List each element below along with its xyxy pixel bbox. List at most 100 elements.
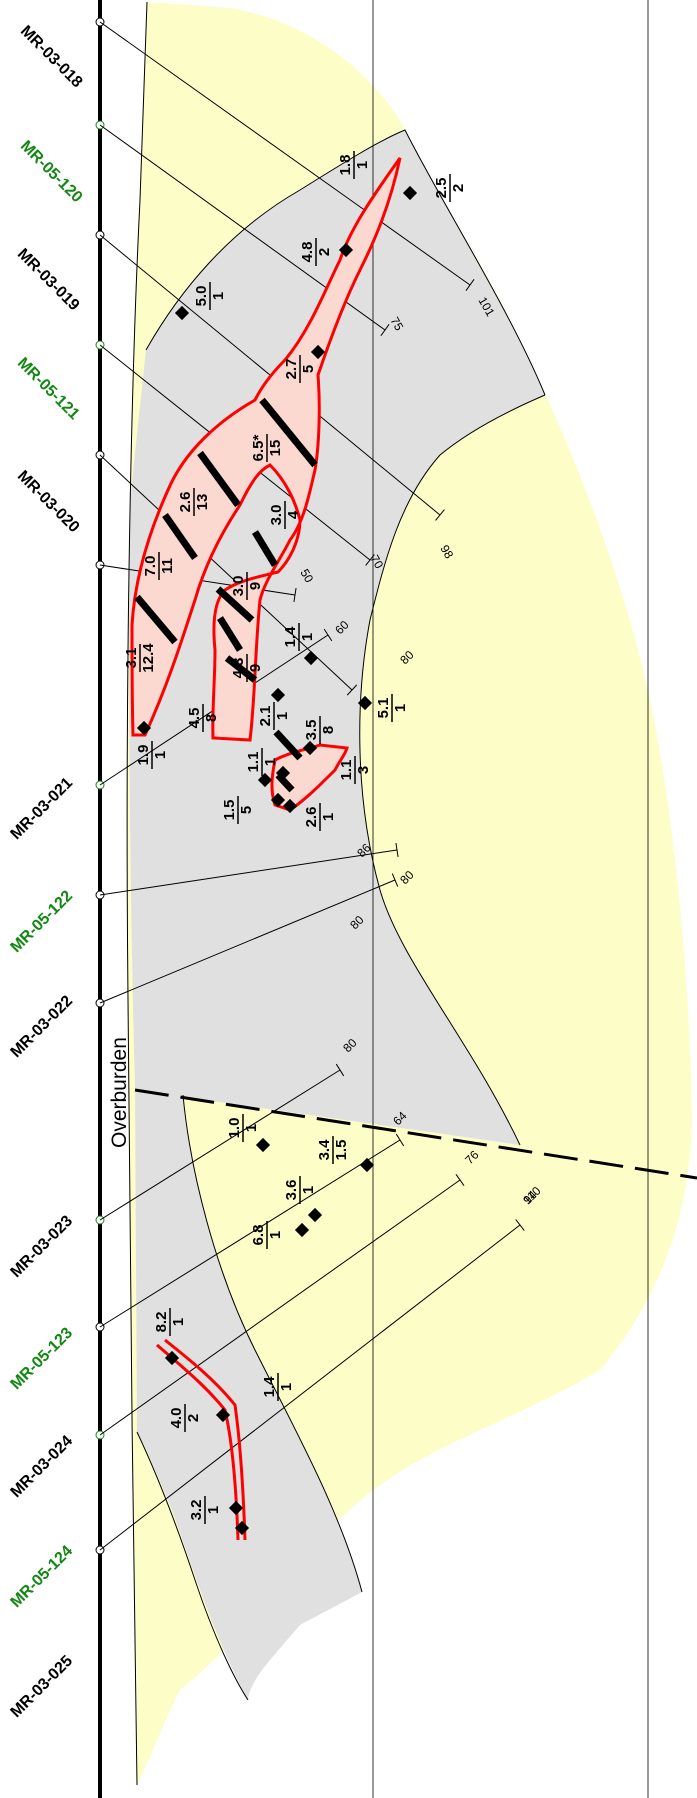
contact-line-lower-right	[136, 1431, 249, 1701]
drill-hole-trace	[99, 879, 396, 1004]
intercept-bar	[252, 530, 278, 567]
hole-end-tick	[365, 554, 375, 566]
hole-end-tick	[293, 588, 297, 602]
intercept-label: 1.5 5	[221, 796, 255, 824]
hole-end-tick	[323, 628, 333, 642]
hole-depth-label: 70	[367, 553, 386, 572]
intercept-width: 1	[243, 1124, 260, 1132]
hole-id-label: MR-03-020	[14, 468, 83, 537]
hole-id-label: MR-05-124	[8, 1542, 77, 1611]
intercept-width: 5	[300, 365, 317, 373]
intercept-bar	[259, 397, 318, 468]
drill-hole-trace	[99, 1069, 341, 1221]
intercept-grade: 2.1	[257, 706, 274, 727]
hole-end-tick	[455, 1173, 465, 1187]
intercept-grade: 3.6	[283, 1180, 300, 1201]
hole-id-label: MR-03-019	[14, 246, 83, 315]
intercept-width: 12.4	[140, 643, 157, 673]
sample-marker	[234, 1520, 250, 1536]
intercept-label: 5.0 1	[193, 282, 227, 310]
hole-end-tick	[395, 1133, 405, 1147]
intercept-label: 3.5 8	[303, 716, 337, 744]
intercept-width: 1	[274, 712, 291, 720]
intercept-grade: 3.1	[123, 648, 140, 669]
intercept-label: 6.5* 15	[250, 434, 284, 462]
intercept-bar	[134, 594, 178, 645]
hole-id-label: MR-03-025	[8, 1652, 77, 1721]
intercept-grade: 1.1	[338, 760, 355, 781]
intercept-label: 1.4 1	[282, 623, 316, 651]
intercept-label: 3.0 9	[230, 572, 264, 600]
sample-marker	[257, 772, 273, 788]
hole-end-tick	[391, 873, 399, 887]
intercept-label: 4.3 9	[230, 654, 264, 682]
intercept-label: 4.5 8	[186, 704, 220, 732]
intercept-width: 1	[267, 1231, 284, 1239]
intercept-label: 1.4 1	[261, 1373, 295, 1401]
intercept-grade: 1.9	[135, 745, 152, 766]
intercept-grade: 5.1	[375, 698, 392, 719]
intercept-label: 2.5 2	[433, 174, 467, 202]
intercept-grade: 8.2	[153, 1312, 170, 1333]
intercept-width: 1.5	[333, 1140, 350, 1161]
intercept-grade: 6.8	[250, 1225, 267, 1246]
sample-marker	[307, 1207, 323, 1223]
intercept-width: 1	[320, 813, 337, 821]
intercept-grade: 1.1	[245, 752, 262, 773]
intercept-grade: 1.5	[221, 800, 238, 821]
intercept-grade: 2.5	[433, 178, 450, 199]
intercept-width: 8	[320, 726, 337, 734]
hole-end-tick	[465, 279, 475, 291]
intercept-label: 1.0 1	[226, 1114, 260, 1142]
intercept-grade: 4.5	[186, 708, 203, 729]
intercept-width: 1	[300, 1186, 317, 1194]
intercept-bar	[197, 450, 241, 508]
intercept-label: 6.8 1	[250, 1221, 284, 1249]
intercept-label: 8.2 1	[153, 1308, 187, 1336]
intercept-grade: 4.8	[299, 242, 316, 263]
intercept-label: 2.7 5	[283, 355, 317, 383]
hole-end-tick	[435, 509, 445, 521]
sample-marker	[270, 687, 286, 703]
hole-id-label: MR-05-121	[14, 355, 83, 424]
contact-line-upper	[145, 129, 546, 396]
lower-vein-right	[164, 1338, 247, 1541]
intercept-width: 11	[159, 558, 176, 574]
intercept-grade: 2.6	[303, 807, 320, 828]
intercept-width: 1	[170, 1318, 187, 1326]
intercept-bars	[134, 185, 418, 1536]
intercept-width: 4	[285, 510, 302, 519]
intercept-width: 1	[262, 758, 279, 766]
intercept-width: 9	[247, 582, 264, 590]
intercept-width: 1	[278, 1383, 295, 1391]
hole-end-tick	[335, 1063, 345, 1077]
intercept-label: 2.1 1	[257, 702, 291, 730]
hole-id-label: MR-03-024	[8, 1432, 77, 1501]
hole-id-label: MR-03-021	[8, 774, 77, 843]
intercept-width: 1	[205, 1506, 222, 1514]
intercept-bar	[273, 729, 303, 761]
sample-marker	[255, 1137, 271, 1153]
intercept-grade: 4.3	[230, 658, 247, 679]
sample-marker	[136, 720, 152, 736]
hole-id-label: MR-03-018	[17, 23, 86, 92]
intercept-width: 2	[450, 184, 467, 192]
intercept-bar	[217, 616, 243, 652]
drill-hole-trace	[99, 21, 471, 286]
intercept-width: 2	[316, 248, 333, 256]
sample-marker	[270, 792, 286, 808]
intercept-label: 3.0 4	[268, 501, 302, 529]
sample-marker	[174, 305, 190, 321]
intercept-width: 1	[152, 751, 169, 759]
intercept-grade: 3.0	[268, 505, 285, 526]
intercept-grade: 1.0	[226, 1118, 243, 1139]
sample-marker	[402, 185, 418, 201]
intercept-label: 4.8 2	[299, 238, 333, 266]
sample-marker	[338, 242, 354, 258]
intercept-grade: 1.4	[261, 1376, 278, 1398]
intercept-label: 3.1 12.4	[123, 643, 157, 673]
hole-end-tick	[346, 684, 358, 696]
sample-marker	[228, 1500, 244, 1516]
intercept-bar	[162, 512, 198, 561]
